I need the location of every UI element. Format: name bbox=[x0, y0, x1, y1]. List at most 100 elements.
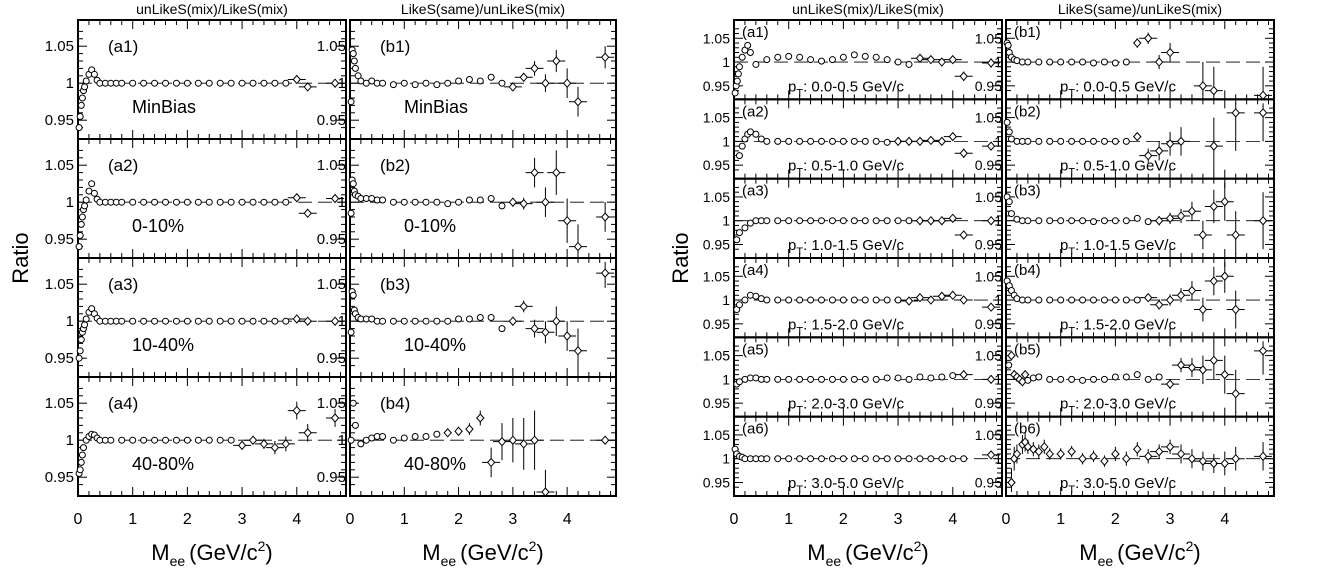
pt-symbol: p bbox=[1060, 237, 1068, 254]
data-point-circle bbox=[731, 89, 739, 97]
panel-id: (b2) bbox=[380, 156, 410, 175]
data-point-diamond bbox=[1220, 271, 1229, 282]
data-point-circle bbox=[735, 301, 743, 309]
data-point-circle bbox=[861, 296, 869, 304]
data-point-circle bbox=[796, 455, 804, 463]
data-point-circle bbox=[807, 455, 815, 463]
data-point-circle bbox=[1035, 373, 1043, 381]
data-point-diamond bbox=[959, 230, 968, 240]
data-point-diamond bbox=[1144, 292, 1153, 303]
y-tick-label: 1 bbox=[722, 54, 730, 70]
data-point-diamond bbox=[1176, 136, 1186, 147]
x-tick-label: 4 bbox=[292, 511, 301, 528]
data-point-diamond bbox=[465, 424, 474, 434]
data-point-circle bbox=[194, 79, 202, 87]
x-tick-label: 3 bbox=[894, 511, 903, 528]
data-point-circle bbox=[422, 433, 430, 440]
y-tick-label: 0.95 bbox=[975, 316, 1002, 332]
data-point-circle bbox=[260, 198, 268, 206]
y-tick-label: 1 bbox=[338, 194, 346, 211]
y-tick-label: 0.95 bbox=[703, 474, 730, 490]
data-point-circle bbox=[90, 70, 98, 78]
pt-subscript: T bbox=[796, 87, 803, 99]
x-tick-label: 3 bbox=[238, 511, 247, 528]
data-point-circle bbox=[883, 56, 891, 64]
data-point-circle bbox=[1122, 137, 1130, 145]
data-point-circle bbox=[850, 296, 858, 304]
panel: 0.95 1 1.05 (a4) pT: 1.5-2.0 GeV/c bbox=[703, 257, 1003, 339]
data-point-circle bbox=[347, 328, 355, 336]
data-point-circle bbox=[894, 374, 902, 382]
x-axis-label-part: ) bbox=[536, 540, 543, 565]
data-point-diamond bbox=[1045, 449, 1054, 459]
data-point-circle bbox=[271, 79, 279, 87]
panel: 0.95 1 1.05 (b1) pT: 0.0-0.5 GeV/c bbox=[975, 19, 1275, 101]
data-point-circle bbox=[151, 317, 159, 325]
data-point-diamond bbox=[292, 405, 301, 416]
data-point-diamond bbox=[1209, 201, 1219, 212]
data-point-circle bbox=[349, 399, 357, 407]
data-point-circle bbox=[763, 217, 771, 225]
data-point-circle bbox=[850, 137, 858, 145]
pt-symbol: p bbox=[1060, 475, 1068, 492]
data-point-circle bbox=[487, 314, 495, 321]
pt-range: : 0.0-0.5 GeV/c bbox=[1075, 78, 1176, 95]
pt-symbol: p bbox=[788, 475, 796, 492]
y-tick-label: 1.05 bbox=[317, 38, 346, 55]
pt-range: : 0.5-1.0 GeV/c bbox=[1075, 158, 1176, 175]
data-point-circle bbox=[839, 137, 847, 145]
pt-symbol: p bbox=[788, 78, 796, 95]
panel-id: (b4) bbox=[1014, 262, 1041, 279]
data-point-circle bbox=[389, 81, 397, 89]
data-point-diamond bbox=[1220, 458, 1229, 469]
y-tick-label: 0.95 bbox=[45, 350, 74, 367]
data-point-circle bbox=[1111, 217, 1119, 225]
data-point-diamond bbox=[519, 198, 528, 209]
data-point-circle bbox=[183, 436, 191, 444]
data-point-circle bbox=[1024, 217, 1032, 225]
pt-subscript: T bbox=[1068, 167, 1075, 179]
y-tick-label: 1.05 bbox=[317, 395, 346, 412]
data-point-circle bbox=[949, 372, 957, 380]
data-point-circle bbox=[238, 198, 246, 206]
data-point-circle bbox=[1079, 58, 1087, 66]
pt-subscript: T bbox=[1068, 87, 1075, 99]
panel-id: (b2) bbox=[1014, 103, 1041, 120]
data-point-diamond bbox=[330, 193, 340, 204]
data-point-circle bbox=[741, 296, 749, 304]
data-point-circle bbox=[379, 79, 387, 87]
data-point-circle bbox=[733, 77, 741, 85]
data-point-diamond bbox=[1187, 285, 1197, 296]
data-point-circle bbox=[75, 124, 83, 132]
data-point-circle bbox=[1079, 296, 1087, 304]
data-point-diamond bbox=[1165, 213, 1175, 224]
data-point-diamond bbox=[926, 295, 936, 305]
data-point-diamond bbox=[541, 78, 550, 88]
data-point-circle bbox=[140, 79, 148, 87]
data-point-circle bbox=[227, 198, 235, 206]
data-point-circle bbox=[76, 113, 84, 120]
pt-range: : 3.0-5.0 GeV/c bbox=[803, 475, 904, 492]
data-point-circle bbox=[140, 436, 148, 444]
panel-label: pT: 1.5-2.0 GeV/c bbox=[1060, 316, 1176, 337]
panel-label: MinBias bbox=[404, 97, 468, 117]
data-point-circle bbox=[1068, 375, 1076, 383]
x-tick-label: 4 bbox=[1220, 511, 1229, 528]
data-point-circle bbox=[282, 79, 290, 87]
data-point-circle bbox=[411, 433, 419, 440]
data-point-circle bbox=[498, 325, 506, 333]
data-point-circle bbox=[861, 52, 869, 60]
data-point-diamond bbox=[1258, 346, 1268, 356]
data-point-diamond bbox=[530, 435, 539, 445]
data-point-circle bbox=[883, 217, 891, 225]
x-axis-label-part: 2 bbox=[529, 538, 537, 554]
data-point-diamond bbox=[443, 428, 452, 438]
data-point-circle bbox=[818, 296, 826, 304]
data-point-circle bbox=[774, 375, 782, 383]
data-point-diamond bbox=[959, 295, 968, 305]
panel-id: (a3) bbox=[742, 183, 769, 200]
data-point-circle bbox=[938, 455, 946, 463]
data-point-diamond bbox=[1220, 196, 1229, 207]
y-tick-label: 1 bbox=[722, 213, 730, 229]
data-point-circle bbox=[763, 56, 771, 64]
